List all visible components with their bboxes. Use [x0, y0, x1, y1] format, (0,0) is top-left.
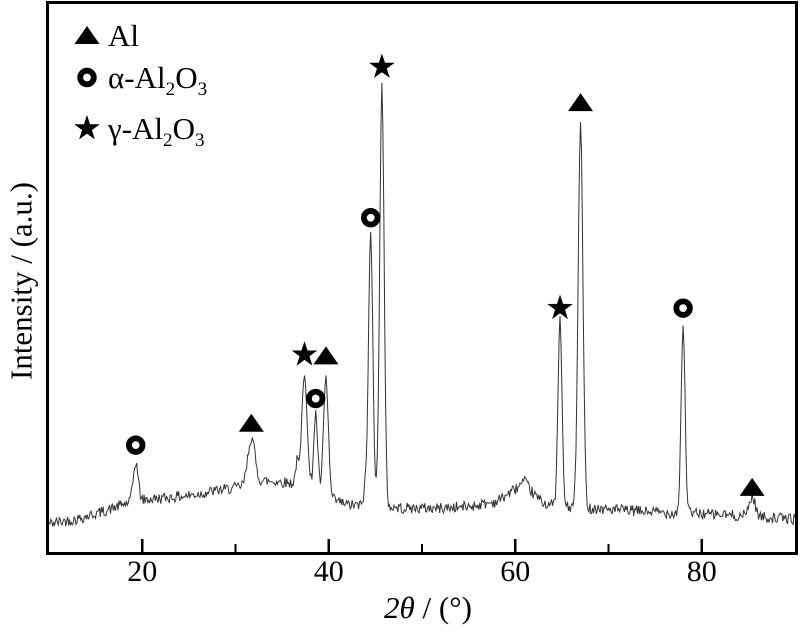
- x-axis-label-symbol: 2θ: [384, 590, 415, 625]
- open-circle-icon: [77, 67, 97, 88]
- legend-item-alpha-al2o3: α-Al2O3: [73, 59, 208, 100]
- x-tick-label-80: 80: [686, 555, 717, 588]
- peak-marker-Al-67: [568, 93, 594, 112]
- x-tick-label-60: 60: [500, 555, 531, 588]
- legend-label-al: Al: [108, 17, 139, 53]
- peak-marker-alpha-Al2O3-19.3: [126, 435, 146, 455]
- legend-label-alpha-al2o3: α-Al2O3: [108, 59, 208, 100]
- peak-marker-Al-31.7: [238, 413, 264, 432]
- peak-marker-gamma-Al2O3-64.8: [547, 294, 573, 320]
- y-axis-label: Intensity / (a.u.): [3, 181, 39, 381]
- filled-triangle-icon: [74, 26, 100, 44]
- peak-marker-Al-85.4: [739, 477, 765, 496]
- peak-marker-alpha-Al2O3-44.5: [361, 208, 381, 228]
- circle-open-glyph: [77, 67, 97, 88]
- peak-marker-alpha-Al2O3-38.6: [305, 388, 326, 409]
- legend-item-gamma-al2o3: γ-Al2O3: [73, 110, 205, 151]
- x-tick-label-20: 20: [127, 555, 158, 588]
- peak-marker-alpha-Al2O3-78: [673, 298, 693, 318]
- peak-marker-gamma-Al2O3-45.7: [369, 53, 395, 78]
- filled-star-icon: [74, 115, 100, 140]
- plot-area: [46, 1, 798, 555]
- triangle-filled-glyph: [74, 26, 100, 44]
- legend-item-al: Al: [73, 18, 139, 52]
- star-filled-glyph: [74, 115, 100, 140]
- legend-label-gamma-al2o3: γ-Al2O3: [108, 110, 205, 151]
- x-axis-label: 2θ / (°): [384, 592, 472, 623]
- peak-marker-Al-39.7: [313, 346, 339, 365]
- peak-marker-gamma-Al2O3-37.4: [291, 341, 318, 366]
- xrd-chart-svg: [49, 53, 795, 552]
- x-axis-label-units: / (°): [414, 590, 472, 625]
- xrd-trace: [49, 82, 795, 527]
- x-tick-label-40: 40: [313, 555, 344, 588]
